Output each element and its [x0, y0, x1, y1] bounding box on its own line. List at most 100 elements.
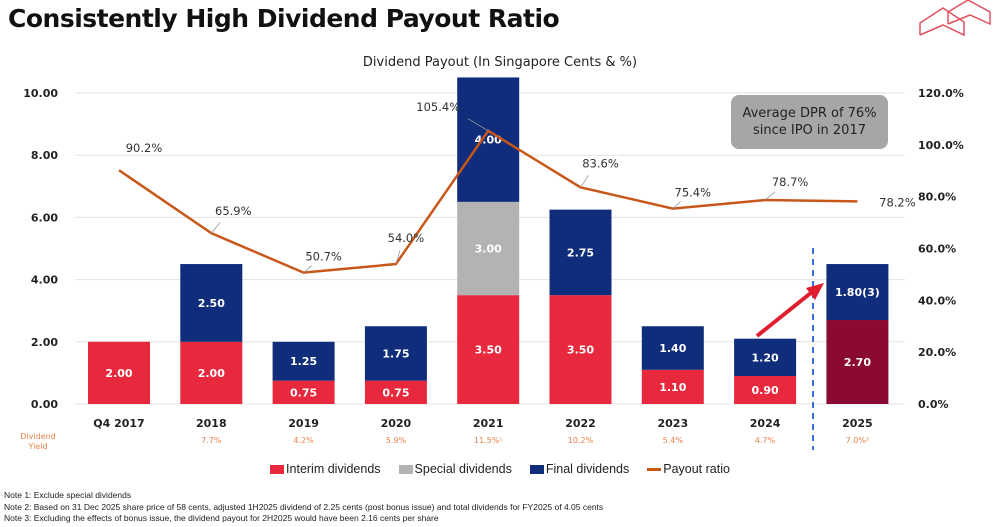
bar-label: 1.40 — [659, 342, 686, 355]
note-2: Note 2: Based on 31 Dec 2025 share price… — [4, 501, 604, 512]
dividend-yield-label: Yield — [27, 442, 47, 451]
bar-label: 1.25 — [290, 355, 317, 368]
payout-ratio-label: 78.7% — [772, 175, 809, 189]
x-tick-label: 2024 — [750, 417, 781, 430]
bar-special-dividends — [457, 201, 520, 296]
bar-label: 2.50 — [198, 297, 225, 310]
payout-ratio-label: 78.2% — [879, 195, 916, 209]
legend-payout: Payout ratio — [647, 462, 730, 476]
bar-interim-dividends — [180, 341, 243, 404]
y-tick-right: 40.0% — [918, 294, 956, 307]
bar-interim-dividends — [88, 341, 150, 404]
bar-label: 2.00 — [198, 367, 225, 380]
bar-final-dividends — [457, 77, 520, 202]
y-tick-right: 120.0% — [918, 87, 964, 100]
bar-final-dividends — [180, 264, 243, 342]
footnotes: Note 1: Exclude special dividends Note 2… — [4, 490, 603, 525]
y-tick-left: 0.00 — [31, 398, 58, 411]
payout-ratio-label: 90.2% — [126, 141, 163, 155]
legend: Interim dividends Special dividends Fina… — [0, 462, 1000, 476]
chart-title: Dividend Payout (In Singapore Cents & %) — [362, 55, 638, 70]
y-tick-right: 20.0% — [918, 346, 956, 359]
bar-interim-dividends — [457, 295, 520, 404]
callout-line-1: Average DPR of 76% — [742, 106, 877, 121]
logo-icon — [947, 0, 991, 26]
bar-label: 0.75 — [290, 386, 317, 399]
callout-line-2: since IPO in 2017 — [752, 123, 866, 138]
dividend-yield-value: 7.0%² — [846, 436, 870, 445]
bar-final-dividends — [549, 209, 612, 296]
bar-interim-dividends — [641, 369, 704, 404]
bar-label: 3.50 — [567, 344, 594, 357]
bar-interim-dividends — [734, 376, 797, 404]
y-tick-left: 8.00 — [31, 149, 58, 162]
logo-icon — [919, 7, 965, 37]
bar-interim-dividends — [272, 380, 335, 404]
dividend-yield-value: 10.2% — [568, 436, 594, 445]
y-tick-right: 60.0% — [918, 243, 956, 256]
label-leader — [580, 175, 589, 188]
y-tick-left: 4.00 — [31, 274, 58, 287]
arrow-head-icon — [806, 283, 824, 300]
payout-ratio-label: 83.6% — [582, 156, 619, 170]
x-tick-label: 2022 — [565, 417, 596, 430]
bar-final-dividends — [734, 338, 797, 377]
label-leader — [672, 201, 682, 209]
bar-label: 1.80(3) — [835, 286, 880, 299]
payout-ratio-label: 65.9% — [215, 204, 252, 218]
x-tick-label: 2021 — [473, 417, 504, 430]
dividend-yield-label: Dividend — [20, 432, 56, 441]
legend-special: Special dividends — [398, 462, 512, 476]
dividend-yield-value: 7.7% — [201, 436, 222, 445]
bar-label: 1.75 — [382, 347, 409, 360]
bar-interim-dividends — [826, 320, 889, 404]
bar-final-dividends — [272, 341, 335, 381]
bar-label: 2.00 — [105, 367, 132, 380]
bar-final-dividends — [364, 326, 427, 381]
y-tick-left: 10.00 — [23, 87, 58, 100]
y-tick-right: 0.0% — [918, 398, 949, 411]
bar-interim-dividends — [364, 380, 427, 404]
x-tick-label: 2019 — [288, 417, 319, 430]
y-tick-left: 2.00 — [31, 336, 58, 349]
payout-ratio-label: 54.0% — [388, 231, 425, 245]
growth-arrow — [755, 290, 814, 338]
dividend-yield-value: 4.2% — [293, 436, 314, 445]
x-tick-label: 2023 — [657, 417, 688, 430]
average-dpr-callout: Average DPR of 76% since IPO in 2017 — [731, 95, 888, 149]
note-3: Note 3: Excluding the effects of bonus i… — [4, 513, 439, 523]
bar-label: 3.00 — [475, 243, 502, 256]
bar-interim-dividends — [549, 295, 612, 404]
x-tick-label: 2018 — [196, 417, 227, 430]
bar-label: 4.00 — [475, 134, 502, 147]
label-leader — [764, 191, 776, 201]
bar-label: 0.75 — [382, 386, 409, 399]
dividend-yield-value: 4.7% — [755, 436, 776, 445]
y-tick-left: 6.00 — [31, 211, 58, 224]
bar-label: 2.70 — [844, 356, 871, 369]
bar-label: 0.90 — [752, 384, 779, 397]
payout-ratio-label: 50.7% — [305, 250, 342, 264]
legend-interim: Interim dividends — [270, 462, 381, 476]
page-title: Consistently High Dividend Payout Ratio — [8, 4, 560, 33]
dividend-yield-value: 5.4% — [663, 436, 684, 445]
x-tick-label: 2025 — [842, 417, 873, 430]
label-leader — [467, 118, 489, 132]
x-tick-label: Q4 2017 — [93, 417, 144, 430]
bar-label: 2.75 — [567, 246, 594, 259]
note-1: Note 1: Exclude special dividends — [4, 490, 132, 500]
label-leader — [210, 222, 221, 234]
dividend-yield-value: 11.5%¹ — [474, 436, 503, 445]
bar-final-dividends — [826, 264, 889, 321]
payout-ratio-label: 75.4% — [675, 186, 712, 200]
label-leader — [303, 265, 312, 273]
bar-final-dividends — [641, 326, 704, 370]
x-tick-label: 2020 — [381, 417, 412, 430]
bar-label: 1.20 — [752, 351, 779, 364]
bar-label: 1.10 — [659, 381, 686, 394]
y-tick-right: 100.0% — [918, 139, 964, 152]
y-tick-right: 80.0% — [918, 191, 956, 204]
dividend-yield-value: 5.9% — [386, 436, 407, 445]
payout-ratio-label: 105.4% — [416, 100, 460, 114]
